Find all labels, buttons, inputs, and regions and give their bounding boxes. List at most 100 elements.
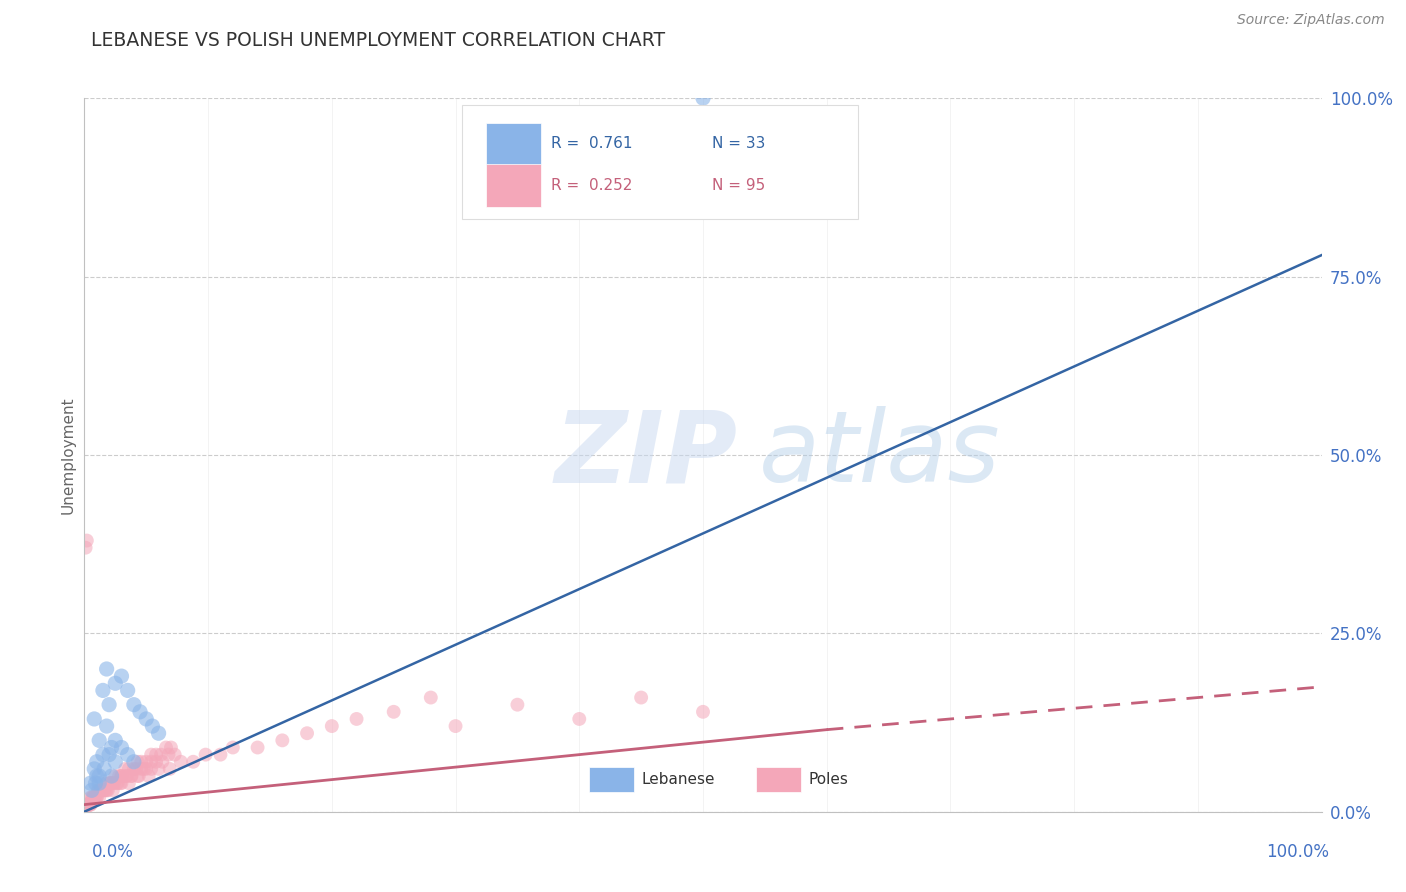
Point: [118, 762, 141, 776]
Point: [110, 740, 132, 755]
FancyBboxPatch shape: [486, 164, 541, 207]
Point: [76, 797, 98, 812]
Point: [110, 669, 132, 683]
Point: [346, 712, 368, 726]
Point: [87, 783, 110, 797]
Point: [117, 683, 139, 698]
Point: [321, 719, 343, 733]
Point: [181, 755, 204, 769]
Text: R =  0.761: R = 0.761: [551, 136, 633, 152]
Point: [83, 712, 105, 726]
Point: [75, 541, 97, 555]
Point: [96, 719, 118, 733]
Point: [122, 755, 145, 769]
Point: [75, 801, 97, 815]
Point: [107, 776, 129, 790]
Point: [76, 797, 98, 812]
FancyBboxPatch shape: [589, 767, 634, 792]
Point: [82, 790, 104, 805]
Point: [98, 776, 121, 790]
Point: [150, 755, 173, 769]
Point: [145, 755, 167, 769]
Point: [444, 719, 467, 733]
Point: [132, 762, 155, 776]
Point: [141, 719, 163, 733]
Point: [105, 776, 128, 790]
Point: [100, 776, 122, 790]
Point: [100, 776, 122, 790]
Text: N = 33: N = 33: [711, 136, 765, 152]
Point: [91, 783, 114, 797]
Point: [692, 705, 714, 719]
Point: [83, 790, 105, 805]
Point: [104, 769, 127, 783]
Point: [86, 790, 108, 805]
Point: [209, 747, 232, 762]
Point: [382, 705, 405, 719]
FancyBboxPatch shape: [756, 767, 801, 792]
Point: [135, 755, 157, 769]
Point: [159, 762, 181, 776]
Point: [100, 740, 122, 755]
Point: [141, 762, 163, 776]
Point: [630, 690, 652, 705]
Point: [96, 776, 118, 790]
FancyBboxPatch shape: [486, 123, 541, 165]
Text: Source: ZipAtlas.com: Source: ZipAtlas.com: [1237, 13, 1385, 28]
Point: [98, 776, 121, 790]
Point: [98, 698, 121, 712]
Point: [110, 769, 132, 783]
Text: 100.0%: 100.0%: [1265, 843, 1329, 861]
Point: [89, 733, 111, 747]
Point: [115, 769, 138, 783]
Point: [91, 747, 114, 762]
Point: [96, 662, 118, 676]
Point: [86, 755, 108, 769]
Point: [246, 740, 269, 755]
Point: [110, 776, 132, 790]
Point: [103, 776, 125, 790]
Point: [114, 762, 136, 776]
Point: [77, 797, 100, 812]
Point: [83, 762, 105, 776]
Point: [79, 790, 101, 805]
Point: [94, 783, 117, 797]
Text: ZIP: ZIP: [554, 407, 738, 503]
Point: [86, 790, 108, 805]
Point: [110, 769, 132, 783]
Point: [148, 726, 170, 740]
Point: [194, 747, 217, 762]
Point: [104, 676, 127, 690]
Point: [93, 762, 115, 776]
Point: [506, 698, 529, 712]
Point: [163, 747, 186, 762]
Text: R =  0.252: R = 0.252: [551, 178, 633, 193]
Point: [79, 797, 101, 812]
Point: [122, 762, 145, 776]
Point: [89, 769, 111, 783]
Point: [138, 769, 160, 783]
Point: [118, 776, 141, 790]
Point: [82, 790, 104, 805]
Point: [104, 733, 127, 747]
Point: [91, 783, 114, 797]
Point: [100, 769, 122, 783]
Text: atlas: atlas: [759, 407, 1000, 503]
Text: Poles: Poles: [808, 772, 848, 787]
Point: [83, 790, 105, 805]
Point: [84, 776, 107, 790]
Point: [122, 698, 145, 712]
Point: [96, 783, 118, 797]
Point: [129, 762, 152, 776]
Point: [77, 797, 100, 812]
Point: [108, 769, 131, 783]
Point: [86, 769, 108, 783]
Point: [104, 755, 127, 769]
Point: [76, 797, 98, 812]
Text: 0.0%: 0.0%: [91, 843, 134, 861]
Point: [141, 747, 163, 762]
Point: [89, 783, 111, 797]
Point: [295, 726, 318, 740]
Point: [101, 783, 124, 797]
Point: [117, 747, 139, 762]
